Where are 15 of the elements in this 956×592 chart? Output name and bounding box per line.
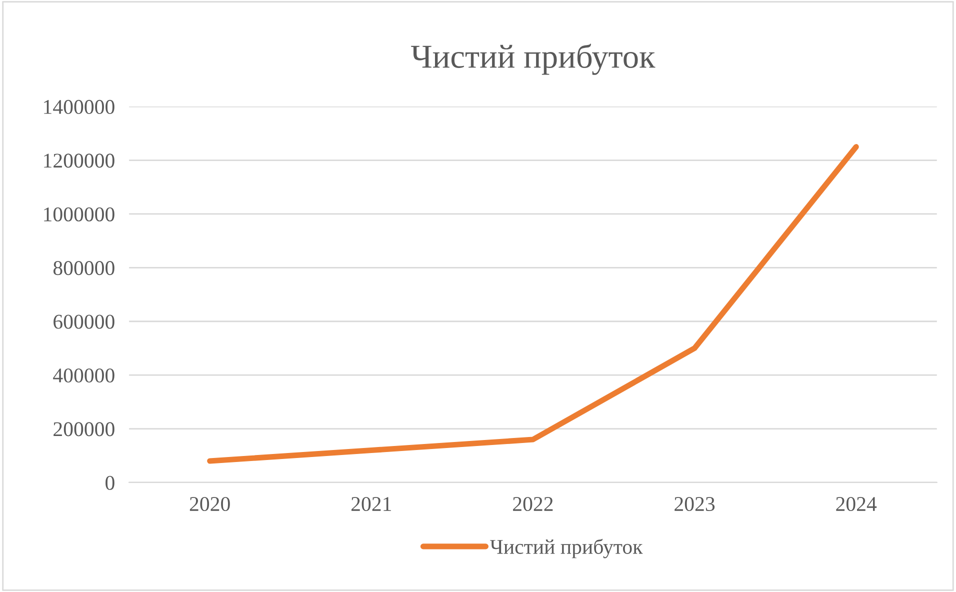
y-tick-label: 1200000 bbox=[44, 154, 114, 168]
y-tick-label: 1400000 bbox=[44, 100, 114, 114]
y-tick-label: 0 bbox=[106, 476, 114, 490]
x-tick-label: 2020 bbox=[190, 496, 230, 512]
y-tick-label: 1000000 bbox=[44, 207, 114, 222]
legend-label: Чистий прибуток bbox=[490, 538, 643, 558]
y-tick-label: 600000 bbox=[54, 314, 114, 329]
x-tick-label: 2022 bbox=[513, 496, 553, 512]
y-tick-label: 800000 bbox=[53, 261, 114, 276]
x-tick-label: 2024 bbox=[836, 496, 877, 512]
x-tick-label: 2021 bbox=[351, 496, 391, 512]
y-tick-label: 400000 bbox=[53, 368, 114, 383]
y-tick-label: 200000 bbox=[54, 422, 114, 436]
chart-title: Чистий прибуток bbox=[411, 44, 656, 75]
x-tick-label: 2023 bbox=[674, 496, 715, 512]
